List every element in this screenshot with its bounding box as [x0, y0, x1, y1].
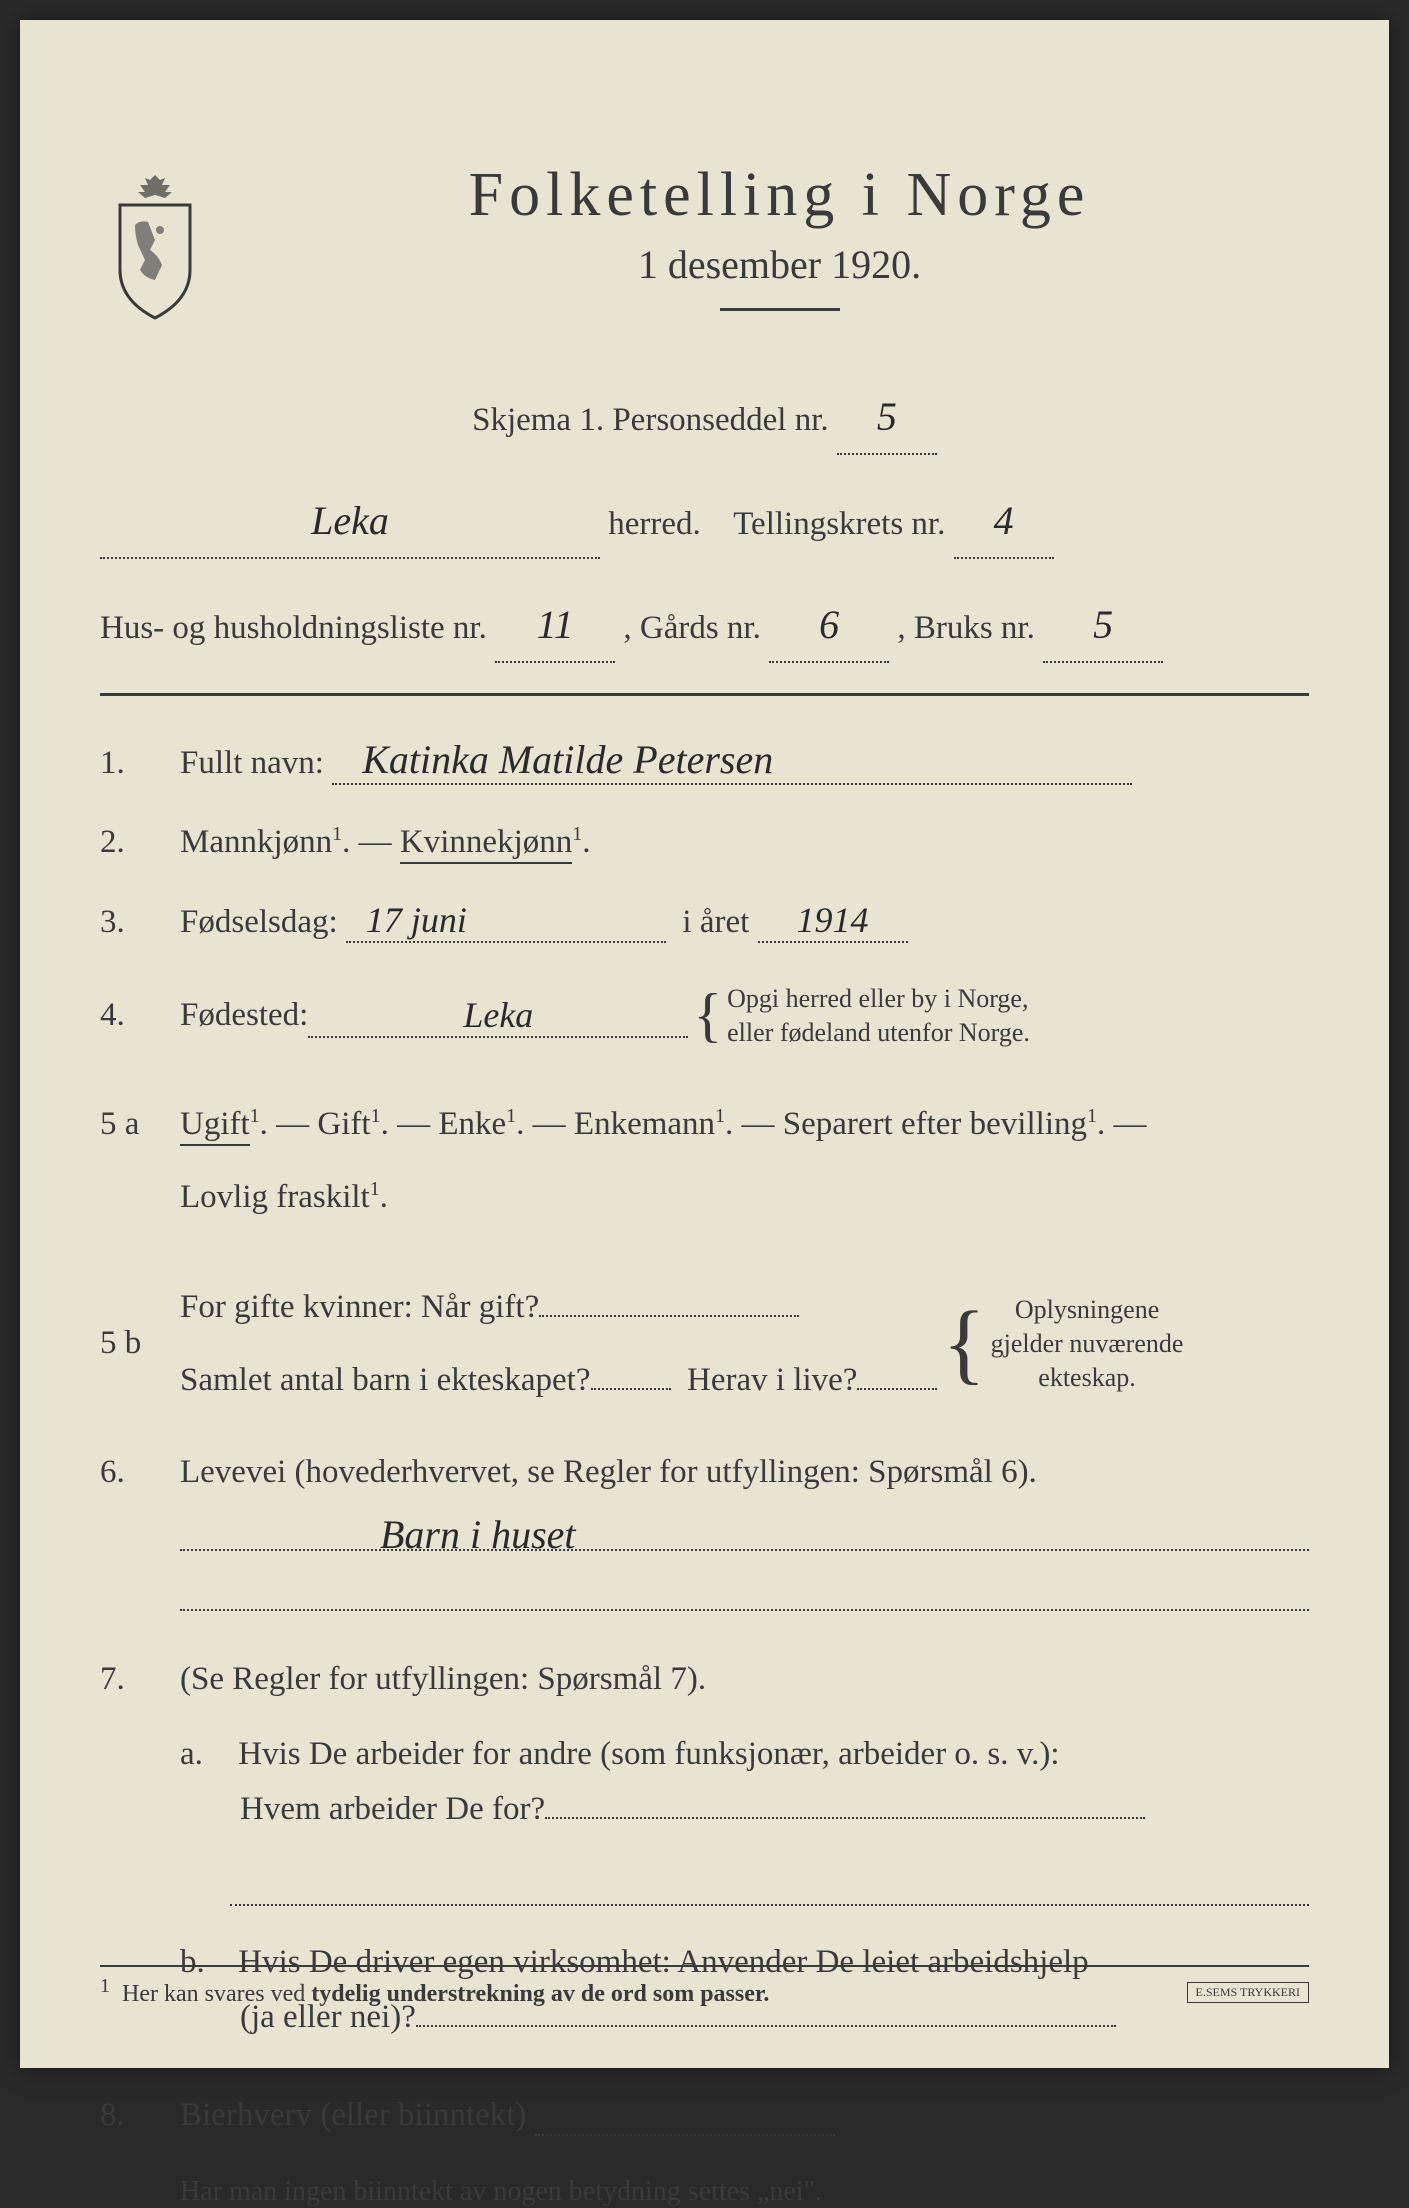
- q4-num: 4.: [100, 997, 180, 1034]
- q7a-label2: Hvem arbeider De for?: [240, 1791, 545, 1827]
- printer-mark: E.SEMS TRYKKERI: [1187, 1982, 1309, 2003]
- bruks-label: , Bruks nr.: [897, 610, 1035, 646]
- q2-opt2: Kvinnekjønn: [400, 824, 572, 864]
- q3-label: Fødselsdag:: [180, 904, 338, 940]
- q5b-note2: gjelder nuværende: [991, 1329, 1184, 1358]
- q7a-label1: Hvis De arbeider for andre (som funksjon…: [238, 1736, 1059, 1772]
- q1-value: Katinka Matilde Petersen: [332, 736, 1132, 785]
- question-3: 3. Fødselsdag: 17 juni i året 1914: [100, 899, 1309, 943]
- q4-note: Opgi herred eller by i Norge, eller føde…: [727, 982, 1030, 1050]
- skjema-line: Skjema 1. Personseddel nr. 5: [100, 381, 1309, 455]
- q3-num: 3.: [100, 904, 180, 941]
- question-4: 4. Fødested: Leka { Opgi herred eller by…: [100, 981, 1309, 1050]
- q5b-note1: Oplysningene: [1015, 1295, 1159, 1324]
- q4-note2: eller fødeland utenfor Norge.: [727, 1018, 1030, 1047]
- q5a-opt1: Ugift: [180, 1106, 250, 1146]
- q5b-num: 5 b: [100, 1325, 180, 1362]
- gards-label: , Gårds nr.: [623, 610, 760, 646]
- q2-opt1: Mannkjønn: [180, 824, 332, 860]
- q4-label: Fødested:: [180, 997, 308, 1034]
- personseddel-nr: 5: [837, 381, 937, 455]
- herred-line: Leka herred. Tellingskrets nr. 4: [100, 485, 1309, 559]
- tellingskrets-nr: 4: [954, 485, 1054, 559]
- bruks-nr: 5: [1043, 589, 1163, 663]
- hus-label: Hus- og husholdningsliste nr.: [100, 610, 487, 646]
- hus-line: Hus- og husholdningsliste nr. 11 , Gårds…: [100, 589, 1309, 663]
- q1-num: 1.: [100, 745, 180, 782]
- hus-nr: 11: [495, 589, 615, 663]
- main-title: Folketelling i Norge: [250, 160, 1309, 231]
- q5b-label1: For gifte kvinner: Når gift?: [180, 1289, 539, 1325]
- bracket-icon: {: [942, 1292, 985, 1395]
- q6-value: Barn i huset: [180, 1512, 576, 1557]
- herred-value: Leka: [100, 485, 600, 559]
- q6-num: 6.: [100, 1454, 180, 1491]
- q5a-opt4: Enkemann: [574, 1106, 715, 1142]
- section-divider: [100, 693, 1309, 696]
- question-1: 1. Fullt navn: Katinka Matilde Petersen: [100, 736, 1309, 785]
- q7a-blank-line: [230, 1866, 1309, 1906]
- subtitle: 1 desember 1920.: [250, 241, 1309, 288]
- q2-end: .: [582, 824, 590, 860]
- q5a-opt3: Enke: [438, 1106, 506, 1142]
- title-block: Folketelling i Norge 1 desember 1920.: [250, 160, 1309, 361]
- q8-value: Nei: [535, 2092, 835, 2136]
- question-5a: 5 a Ugift1. — Gift1. — Enke1. — Enkemann…: [100, 1088, 1309, 1233]
- footnote-marker: 1: [100, 1975, 110, 1997]
- q6-answer-line: Barn i huset: [180, 1511, 1309, 1551]
- q7-label: (Se Regler for utfyllingen: Spørsmål 7).: [180, 1661, 706, 1697]
- q4-note1: Opgi herred eller by i Norge,: [727, 984, 1028, 1013]
- q5a-opt6: Lovlig fraskilt: [180, 1179, 370, 1215]
- q8-num: 8.: [100, 2097, 180, 2134]
- q7a-num: a.: [180, 1736, 230, 1773]
- footnote: 1 Her kan svares ved tydelig understrekn…: [100, 1965, 1309, 2008]
- q1-label: Fullt navn:: [180, 745, 324, 781]
- question-5b: 5 b For gifte kvinner: Når gift? Samlet …: [100, 1271, 1309, 1416]
- bracket-icon: {: [693, 981, 722, 1050]
- question-7: 7. (Se Regler for utfyllingen: Spørsmål …: [100, 1661, 1309, 1698]
- tellingskrets-label: Tellingskrets nr.: [733, 506, 945, 542]
- q5b-label3: Herav i live?: [687, 1362, 857, 1398]
- skjema-label: Skjema 1. Personseddel nr.: [472, 402, 829, 438]
- question-6: 6. Levevei (hovederhvervet, se Regler fo…: [100, 1454, 1309, 1611]
- q4-value: Leka: [308, 994, 688, 1038]
- q2-sep1: . —: [342, 824, 400, 860]
- q2-num: 2.: [100, 824, 180, 861]
- herred-label: herred.: [608, 506, 701, 542]
- q3-year-label: i året: [682, 904, 749, 940]
- q7-num: 7.: [100, 1661, 180, 1698]
- q6-blank-line: [180, 1571, 1309, 1611]
- footnote-text: 1 Her kan svares ved tydelig understrekn…: [100, 1975, 1309, 2008]
- question-2: 2. Mannkjønn1. — Kvinnekjønn1.: [100, 823, 1309, 861]
- census-form-page: Folketelling i Norge 1 desember 1920. Sk…: [20, 20, 1389, 2068]
- q3-day: 17 juni: [346, 899, 666, 943]
- footnote-divider: [100, 1965, 1309, 1967]
- q3-year: 1914: [758, 899, 908, 943]
- q5a-num: 5 a: [100, 1106, 180, 1143]
- q5a-opt2: Gift: [317, 1106, 370, 1142]
- gards-nr: 6: [769, 589, 889, 663]
- q8-label: Bierhverv (eller biinntekt): [180, 2097, 526, 2133]
- q5b-note3: ekteskap.: [1038, 1363, 1135, 1392]
- q6-label: Levevei (hovederhvervet, se Regler for u…: [180, 1454, 1037, 1490]
- q5a-opt5: Separert efter bevilling: [783, 1106, 1087, 1142]
- coat-of-arms-icon: [100, 170, 210, 320]
- question-8: 8. Bierhverv (eller biinntekt) Nei: [100, 2092, 1309, 2136]
- title-divider: [720, 308, 840, 311]
- question-7a: a. Hvis De arbeider for andre (som funks…: [180, 1736, 1309, 1906]
- q5b-label2: Samlet antal barn i ekteskapet?: [180, 1362, 591, 1398]
- q5b-note: Oplysningene gjelder nuværende ekteskap.: [991, 1293, 1184, 1394]
- header: Folketelling i Norge 1 desember 1920.: [100, 160, 1309, 361]
- footnote-body: Her kan svares ved tydelig understreknin…: [122, 1981, 769, 2007]
- pre-footnote: Har man ingen biinntekt av nogen betydni…: [180, 2176, 1309, 2208]
